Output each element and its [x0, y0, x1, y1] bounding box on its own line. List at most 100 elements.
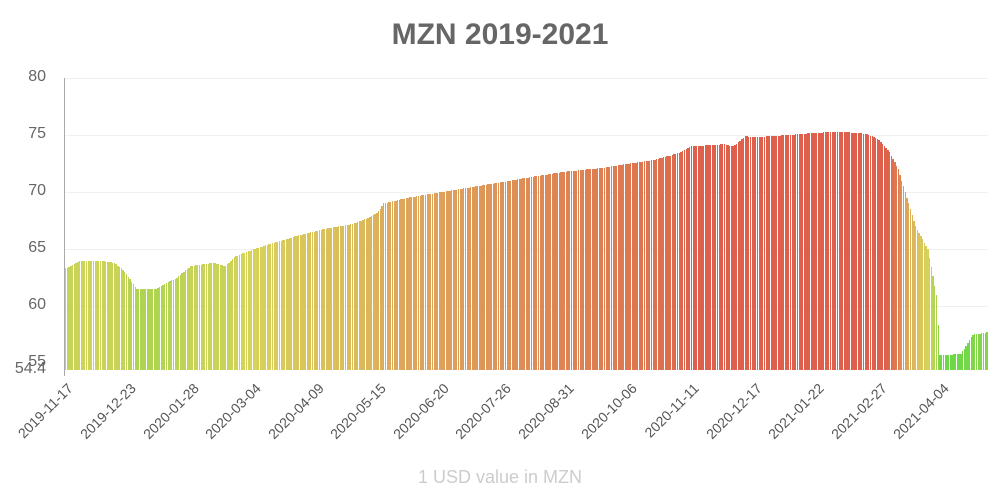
bar — [65, 268, 67, 370]
bar — [198, 264, 201, 370]
bar — [892, 158, 894, 370]
bar — [433, 193, 435, 370]
bar — [334, 227, 336, 370]
bar — [124, 272, 126, 370]
bar — [617, 165, 620, 370]
bar — [932, 276, 934, 370]
x-tick-label: 2020-08-31 — [514, 380, 577, 442]
bar — [536, 176, 538, 370]
bar — [927, 249, 929, 370]
bar — [579, 170, 581, 370]
bar — [532, 176, 534, 370]
bar — [923, 242, 926, 370]
bar — [640, 161, 642, 370]
bar — [751, 137, 753, 370]
bar — [381, 206, 383, 370]
bar — [941, 355, 943, 370]
bar — [478, 185, 481, 370]
bar — [741, 139, 743, 370]
bar — [642, 161, 644, 370]
bar — [595, 168, 597, 370]
bar — [758, 136, 760, 370]
bar — [160, 286, 162, 370]
bar — [120, 268, 122, 370]
bar — [840, 131, 842, 370]
y-tick-label: 55 — [28, 353, 46, 371]
bar — [662, 157, 665, 370]
bar — [593, 168, 595, 370]
bar — [956, 354, 959, 370]
bar — [256, 248, 258, 370]
bar — [231, 258, 234, 370]
bar — [918, 232, 920, 370]
bar — [755, 137, 757, 370]
bar — [315, 231, 317, 370]
bar — [278, 241, 281, 370]
bar — [214, 263, 216, 370]
bar — [450, 190, 453, 370]
bar — [709, 145, 712, 370]
bar — [506, 181, 508, 370]
bar — [447, 190, 449, 370]
bar — [934, 285, 936, 370]
bar — [635, 162, 637, 370]
bar — [723, 144, 726, 370]
bar — [282, 240, 284, 370]
bar — [410, 197, 413, 370]
bar — [852, 132, 854, 370]
bar — [292, 237, 295, 370]
bar — [807, 133, 809, 370]
bar — [770, 136, 773, 370]
bar — [473, 186, 475, 370]
bar — [914, 226, 917, 370]
bar — [459, 188, 461, 370]
bar — [431, 193, 434, 370]
bar — [556, 172, 559, 370]
bar — [664, 156, 667, 370]
bar — [576, 170, 578, 370]
bar — [461, 188, 463, 370]
bar — [144, 289, 147, 370]
bar — [171, 280, 173, 370]
x-tick-label: 2020-03-04 — [202, 380, 265, 442]
bar — [913, 220, 915, 370]
bar — [452, 190, 454, 370]
bar — [676, 153, 679, 370]
bar — [855, 132, 858, 370]
bar — [843, 131, 846, 370]
bar — [979, 333, 981, 370]
bar — [817, 132, 820, 370]
bar — [610, 166, 613, 370]
bar — [546, 174, 548, 370]
bar — [734, 144, 736, 370]
bar — [492, 183, 494, 370]
bar — [164, 284, 166, 370]
bar — [125, 274, 128, 370]
bar — [692, 146, 694, 370]
bar — [548, 174, 550, 370]
bar — [138, 289, 140, 370]
bar — [310, 232, 312, 370]
bar — [814, 132, 816, 370]
bar — [718, 144, 720, 370]
bar — [211, 263, 213, 370]
bar — [894, 162, 896, 370]
x-tick-label: 2020-12-17 — [702, 380, 765, 442]
bar — [405, 198, 408, 370]
bar — [183, 271, 185, 370]
bar — [928, 258, 931, 370]
bar — [289, 238, 291, 370]
bar — [803, 133, 806, 370]
bar — [706, 145, 708, 370]
bar — [419, 195, 421, 370]
bar — [701, 145, 703, 370]
bar — [131, 281, 133, 370]
x-tick-label: 2019-12-23 — [76, 380, 139, 442]
bar — [963, 348, 966, 370]
bar — [221, 265, 223, 370]
bar — [897, 169, 899, 370]
bar — [247, 251, 249, 370]
bar — [739, 140, 741, 370]
bar — [442, 191, 444, 370]
bar — [322, 229, 324, 370]
